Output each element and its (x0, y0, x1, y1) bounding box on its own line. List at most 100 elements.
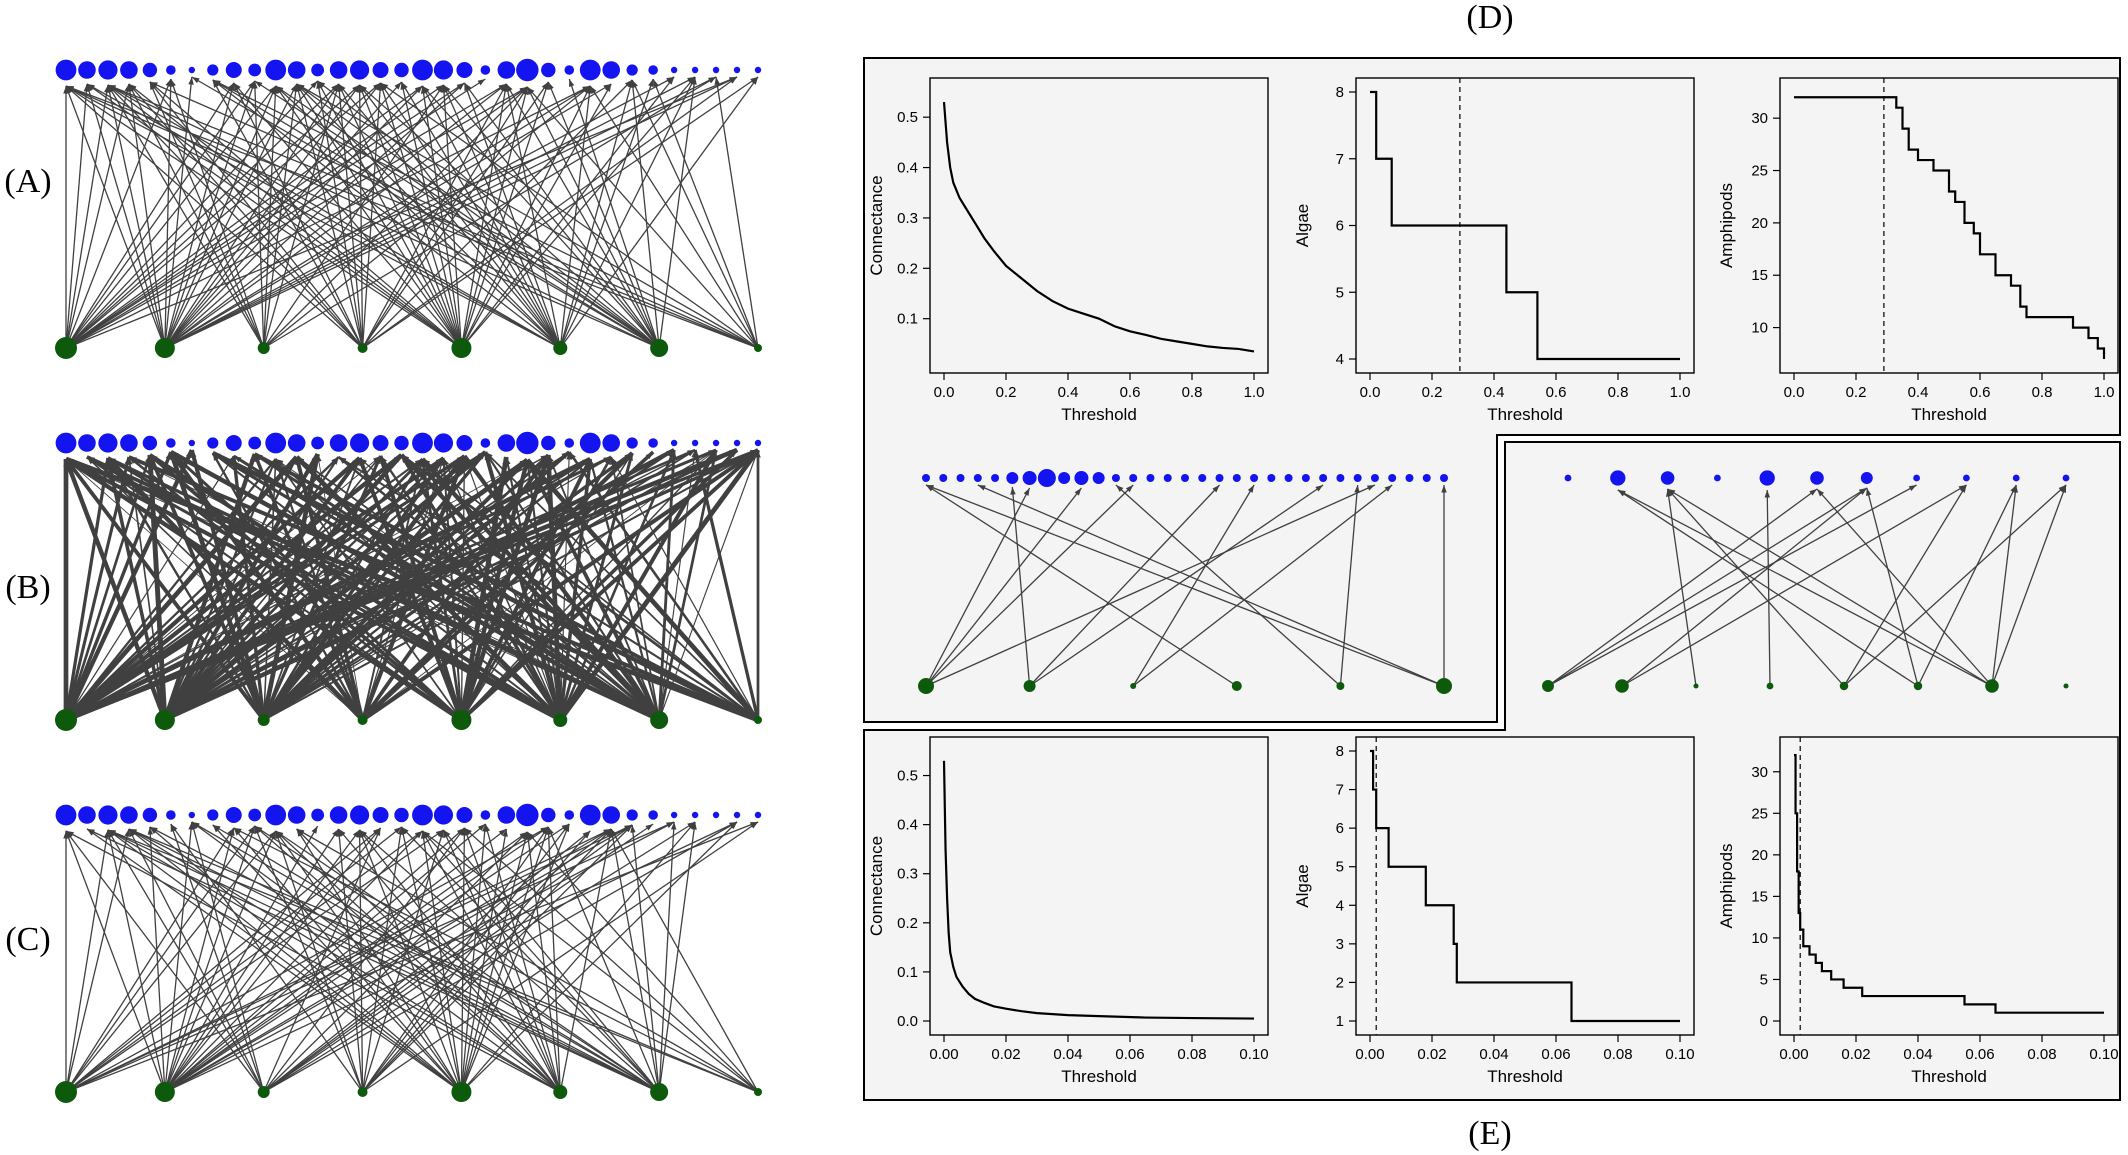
consumer-node (602, 61, 621, 79)
arrowhead (688, 822, 696, 830)
consumer-node (372, 435, 389, 451)
consumer-node (412, 432, 433, 454)
consumer-node (648, 65, 658, 75)
y-tick-label: 4 (1336, 897, 1344, 914)
arrowhead (478, 452, 486, 460)
network-edge (610, 456, 759, 721)
consumer-node (712, 66, 720, 74)
x-tick-label: 0.04 (1903, 1046, 1932, 1063)
consumer-node (120, 434, 138, 452)
network-edge (65, 830, 423, 1093)
network-edge (65, 826, 549, 1093)
consumer-node (207, 437, 219, 449)
arrowhead (527, 87, 535, 95)
arrowhead (520, 832, 528, 840)
network-edge (317, 80, 660, 349)
network-edge (275, 85, 462, 349)
network-edge (263, 83, 298, 349)
arrowhead (691, 822, 697, 830)
y-tick-label: 0.4 (897, 160, 918, 177)
network-edge (65, 85, 759, 349)
network-edge (420, 457, 661, 722)
network-edge (296, 83, 759, 349)
network-edge (164, 830, 277, 1093)
consumer-node (579, 804, 601, 826)
consumer-node (265, 59, 287, 81)
network-edge (460, 821, 696, 1093)
arrowhead (415, 86, 423, 94)
arrowhead (149, 455, 158, 462)
arrowhead (338, 84, 346, 92)
resource-node (1436, 678, 1452, 694)
arrowhead (86, 829, 95, 835)
x-tick-label: 0.06 (1965, 1046, 1994, 1063)
consumer-node (1319, 474, 1328, 482)
network-edge (400, 826, 463, 1093)
network-edge (65, 828, 130, 1093)
network-edge (400, 81, 463, 349)
network-edge (925, 487, 1031, 687)
consumer-node (120, 61, 138, 79)
network-edge (316, 80, 364, 349)
consumer-node (712, 439, 720, 447)
network-edge (559, 828, 612, 1093)
network-edge (1843, 484, 1967, 687)
arrowhead (401, 82, 408, 90)
panel-label-c: (C) (5, 921, 50, 958)
consumer-node (1370, 474, 1379, 482)
consumer-node (412, 59, 433, 81)
consumer-node (1232, 474, 1241, 482)
network-edge (65, 825, 256, 1093)
y-tick-label: 6 (1336, 218, 1344, 235)
network-edge (164, 85, 277, 349)
y-tick-label: 15 (1751, 267, 1768, 284)
consumer-node (412, 804, 433, 826)
arrowhead (527, 832, 535, 840)
consumer-node (166, 438, 176, 448)
arrowhead (394, 82, 402, 90)
consumer-node (394, 807, 409, 823)
arrowhead (464, 83, 472, 91)
arrowhead (477, 79, 486, 86)
arrowhead (275, 831, 284, 838)
resource-node (357, 343, 368, 353)
arrowhead (188, 77, 194, 85)
network-edge (128, 456, 166, 721)
network-edge (65, 85, 166, 349)
resource-node (1615, 679, 1629, 693)
panel-label-a: (A) (4, 163, 51, 200)
network-edge (925, 484, 1238, 687)
resource-node (55, 709, 77, 731)
network-edge (526, 86, 759, 349)
network-edge (460, 76, 696, 349)
consumer-node (329, 434, 348, 452)
y-tick-label: 0.3 (897, 866, 918, 883)
network-edge (296, 83, 660, 349)
network-edge (191, 76, 660, 349)
consumer-node (188, 811, 196, 819)
series-line (1794, 96, 2106, 359)
network-edge (212, 824, 462, 1093)
arrowhead (670, 450, 677, 458)
consumer-node (973, 474, 982, 482)
network-edge (526, 831, 561, 1093)
y-axis-label: Connectance (867, 175, 886, 275)
network-edge (128, 83, 364, 349)
network-edge (149, 826, 660, 1093)
network-edge (263, 86, 528, 349)
network-edge (631, 824, 660, 1093)
arrowhead (233, 456, 242, 463)
consumer-node (1759, 470, 1775, 486)
network-edge (925, 484, 1376, 687)
arrowhead (338, 457, 347, 464)
network-edge (164, 825, 256, 1093)
arrowhead (128, 457, 137, 463)
arrowhead (611, 829, 618, 837)
consumer-node (311, 436, 325, 450)
arrowhead (310, 81, 318, 89)
plot-frame (929, 736, 1269, 1036)
plot-frame (1779, 77, 2119, 374)
network-edge (559, 85, 591, 349)
consumer-node (78, 434, 96, 452)
network-edge (107, 84, 561, 349)
